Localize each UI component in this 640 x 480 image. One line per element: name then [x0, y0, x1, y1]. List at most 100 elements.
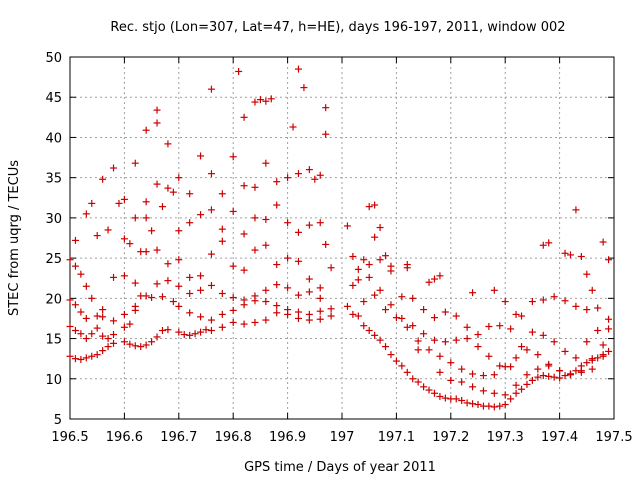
data-point [197, 328, 205, 336]
data-point [240, 113, 248, 121]
data-point [316, 315, 324, 323]
data-point [490, 403, 498, 411]
data-point [447, 359, 455, 367]
data-point [349, 310, 357, 318]
data-point [218, 290, 226, 298]
data-point [267, 95, 275, 103]
data-point [164, 277, 172, 285]
data-point [420, 383, 428, 391]
data-point [131, 342, 139, 350]
x-tick-label: 197 [330, 430, 355, 445]
data-point [409, 294, 417, 302]
data-point [202, 326, 210, 334]
data-point [153, 246, 161, 254]
data-point [545, 362, 553, 370]
data-point [398, 314, 406, 322]
data-point [485, 322, 493, 330]
data-point [262, 241, 270, 249]
data-point [120, 310, 128, 318]
data-point [110, 164, 118, 172]
data-point [507, 363, 515, 371]
data-point [523, 346, 531, 354]
data-point [66, 296, 74, 304]
data-point [398, 293, 406, 301]
data-point [88, 330, 96, 338]
data-point [262, 159, 270, 167]
data-point [414, 346, 422, 354]
data-point [382, 252, 390, 260]
data-point [153, 333, 161, 341]
data-point [327, 305, 335, 313]
data-point [77, 330, 85, 338]
data-point [474, 343, 482, 351]
data-point [403, 323, 411, 331]
y-tick-labels: 5 10 15 20 25 30 35 40 45 50 [45, 51, 62, 428]
data-point [430, 314, 438, 322]
data-point [316, 294, 324, 302]
data-point [322, 130, 330, 138]
data-point [572, 302, 580, 310]
data-point [131, 279, 139, 287]
data-point [387, 267, 395, 275]
data-point [463, 335, 471, 343]
data-point [88, 199, 96, 207]
data-point [371, 291, 379, 299]
data-point [311, 175, 319, 183]
data-point [463, 323, 471, 331]
data-point [148, 227, 156, 235]
data-point [316, 171, 324, 179]
x-tick-label: 197.4 [541, 430, 578, 445]
data-point [583, 338, 591, 346]
data-point [71, 327, 79, 335]
data-point [207, 327, 215, 335]
data-point [605, 325, 613, 333]
data-point [414, 378, 422, 386]
data-point [316, 219, 324, 227]
data-point [169, 188, 177, 196]
data-point [534, 365, 542, 373]
data-point [240, 266, 248, 274]
data-point [294, 314, 302, 322]
data-point [469, 400, 477, 408]
data-point [501, 401, 509, 409]
data-point [82, 282, 90, 290]
data-point [262, 97, 270, 105]
data-point [441, 308, 449, 316]
data-point [131, 306, 139, 314]
x-tick-label: 196.5 [51, 430, 88, 445]
data-point [240, 230, 248, 238]
data-point [186, 273, 194, 281]
data-point [371, 201, 379, 209]
data-point [588, 365, 596, 373]
data-point [77, 355, 85, 363]
y-tick-label: 5 [54, 413, 62, 428]
data-point [197, 272, 205, 280]
data-point [305, 221, 313, 229]
data-point [365, 203, 373, 211]
y-tick-label: 30 [45, 212, 62, 227]
data-point [294, 170, 302, 178]
data-point [605, 315, 613, 323]
data-point [360, 298, 368, 306]
data-point [99, 313, 107, 321]
data-point [93, 324, 101, 332]
data-point [490, 371, 498, 379]
data-point [485, 352, 493, 360]
data-point [458, 378, 466, 386]
data-point [207, 170, 215, 178]
data-point [66, 256, 74, 264]
data-point [71, 236, 79, 244]
data-point [284, 254, 292, 262]
data-point [207, 250, 215, 258]
data-point [142, 198, 150, 206]
data-point [142, 292, 150, 300]
data-point [251, 183, 259, 191]
data-points [66, 65, 613, 411]
data-point [550, 338, 558, 346]
data-point [207, 85, 215, 93]
data-point [365, 273, 373, 281]
data-point [572, 206, 580, 214]
x-tick-labels: 196.5 196.6 196.7 196.8 196.9 197 197.1 197.2 19… [51, 430, 632, 445]
